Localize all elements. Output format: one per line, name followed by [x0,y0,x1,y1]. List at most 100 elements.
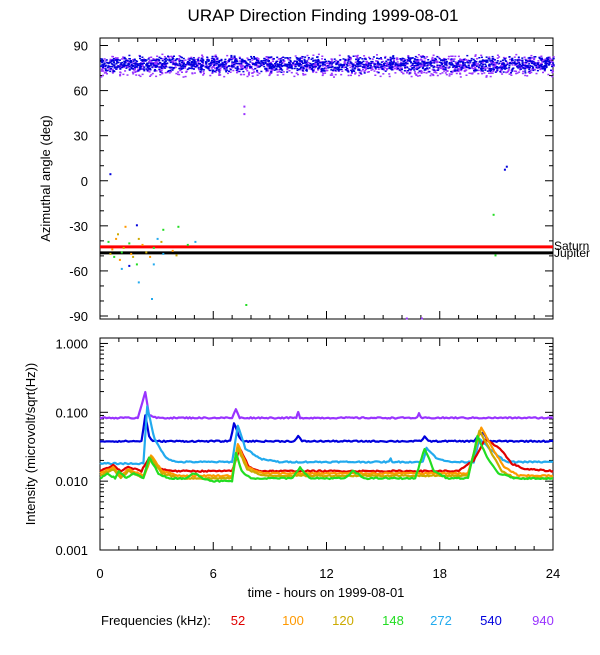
data-point [496,67,499,70]
data-point [228,65,231,67]
data-point [451,55,454,57]
data-point [368,63,371,65]
data-point [424,62,427,65]
data-point [327,67,330,69]
data-point [377,66,380,69]
data-point [411,64,414,67]
data-point [542,61,545,63]
data-point [367,67,370,70]
data-point [368,71,370,73]
data-point [280,71,283,73]
data-point [406,66,409,69]
data-point [200,64,203,66]
data-point [229,58,232,61]
data-point [187,57,190,60]
data-point [233,62,236,65]
data-point [124,58,127,60]
data-point [180,68,183,70]
data-point [528,66,531,69]
data-point [544,58,547,60]
data-point [124,62,127,64]
data-point [148,69,151,71]
data-point [516,66,519,68]
data-point [140,68,143,70]
data-point [201,61,204,63]
data-point [370,62,372,65]
data-point [302,62,304,64]
y-tick-label: 0.100 [55,405,88,420]
data-point [511,64,514,66]
data-point [369,64,372,66]
data-point [389,64,392,67]
data-point [517,65,520,67]
data-point [147,68,150,70]
data-point [441,68,444,71]
data-point [379,64,382,66]
data-point [371,58,374,60]
data-point [473,62,476,64]
data-point [354,55,357,57]
data-point [433,62,436,64]
data-point [477,66,480,69]
data-point [524,58,527,60]
data-point [431,59,434,62]
data-point [493,67,496,69]
data-point [143,62,145,64]
data-point [156,63,159,65]
data-point [302,74,305,76]
data-point [288,63,291,65]
data-point [213,63,216,65]
data-point [338,54,341,57]
data-point [337,61,340,63]
data-point [521,57,524,59]
data-point [270,71,273,73]
data-point [301,56,304,58]
data-point [348,64,351,66]
data-point [425,65,428,67]
data-point [525,67,528,69]
data-point [407,70,410,72]
data-point [197,67,200,69]
data-point [505,64,508,67]
data-point [269,67,271,69]
data-point [230,58,233,61]
data-point [178,73,181,76]
data-point [296,63,299,66]
data-point [418,74,421,77]
y-tick-label: -60 [69,264,88,279]
data-point [435,66,438,68]
data-point [286,67,289,70]
data-point [430,65,433,67]
data-point [129,61,132,64]
data-point [401,68,403,71]
data-point [360,62,363,64]
data-point [295,72,298,74]
data-point [405,63,407,66]
data-point [215,69,218,71]
data-point [400,71,403,73]
data-point [130,67,133,70]
data-point [241,59,244,62]
data-point [548,56,551,58]
data-point [224,67,227,69]
data-point [279,58,282,60]
data-point [341,64,344,66]
data-point [443,68,446,70]
data-point [358,74,361,77]
data-point [194,240,197,243]
data-point [347,57,350,59]
data-point [296,60,299,62]
data-point [296,58,299,60]
data-point [543,68,546,70]
data-point [223,66,226,68]
data-point [251,75,254,77]
data-point [254,67,257,70]
data-point [181,56,183,59]
data-point [515,53,518,56]
data-point [403,70,406,72]
data-point [320,69,323,71]
data-point [450,70,453,73]
data-point [528,63,531,65]
data-point [525,59,527,62]
data-point [103,58,106,60]
